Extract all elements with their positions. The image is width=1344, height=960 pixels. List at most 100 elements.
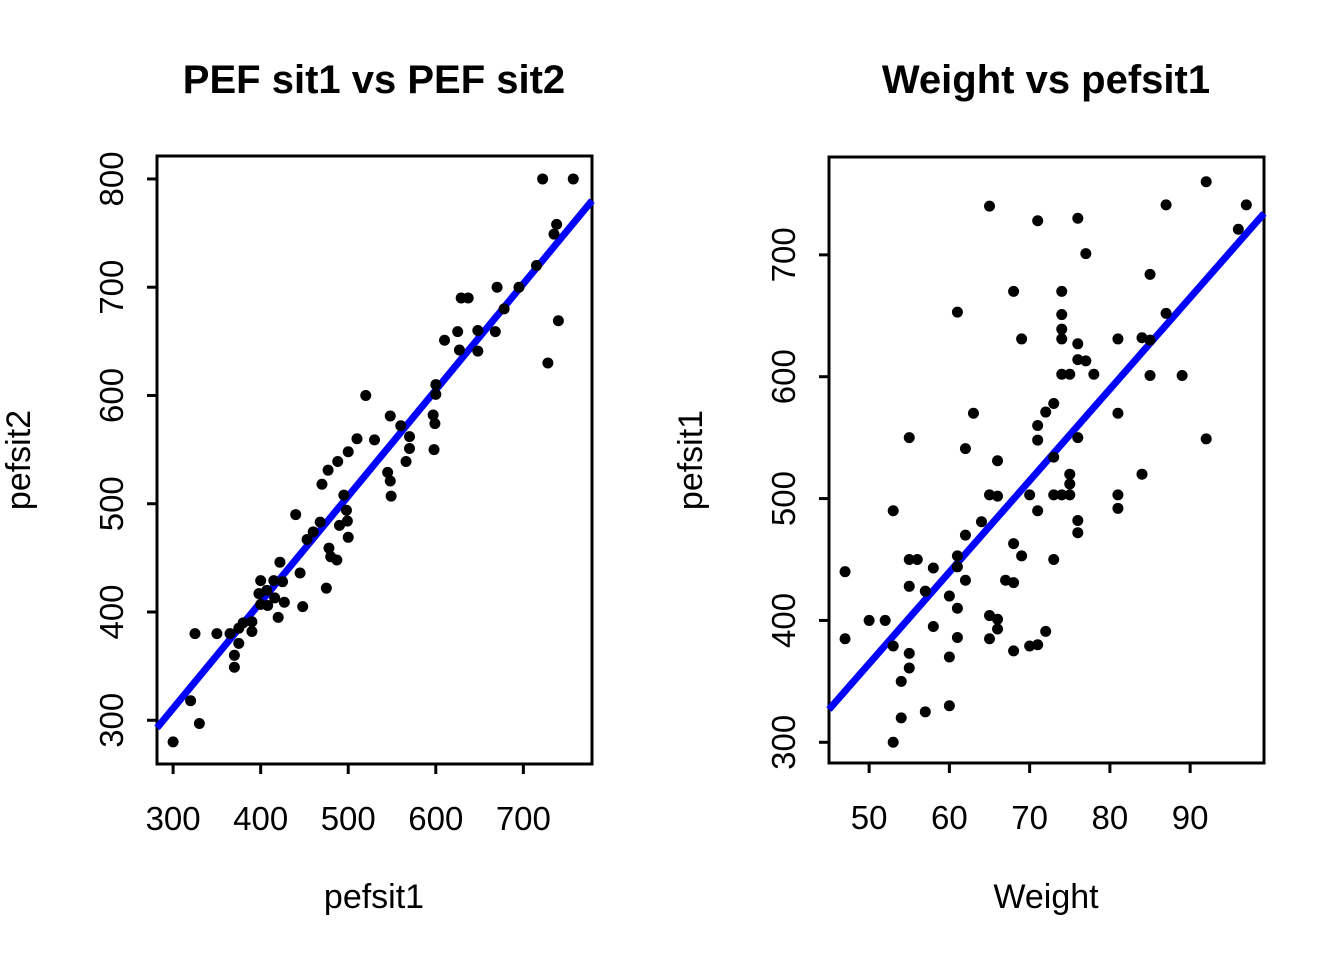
data-point [268, 575, 280, 587]
data-point [341, 515, 353, 527]
data-point [400, 456, 412, 468]
data-point [919, 585, 931, 597]
plot-box [827, 155, 1266, 765]
data-point [498, 303, 510, 315]
data-point [552, 315, 564, 327]
data-point [472, 325, 484, 337]
data-point [1048, 553, 1060, 565]
data-point [1072, 527, 1084, 539]
data-point [903, 647, 915, 659]
data-point [887, 736, 899, 748]
data-point [323, 542, 335, 554]
data-point [927, 562, 939, 574]
data-point [1008, 645, 1020, 657]
data-point [951, 561, 963, 573]
data-point [903, 432, 915, 444]
data-point [277, 576, 289, 588]
data-point [1080, 248, 1092, 260]
data-point [452, 326, 464, 338]
data-point [1032, 215, 1044, 227]
data-point [384, 475, 396, 487]
data-point [429, 418, 441, 430]
data-point [895, 675, 907, 687]
data-point [224, 628, 236, 640]
data-point [992, 613, 1004, 625]
data-point [951, 306, 963, 318]
data-point [1064, 478, 1076, 490]
data-point [1144, 369, 1156, 381]
data-point [1032, 639, 1044, 651]
data-point [992, 623, 1004, 635]
data-point [1088, 368, 1100, 380]
data-point [453, 344, 465, 356]
plot-box [155, 154, 594, 766]
y-tick-label: 500 [765, 471, 802, 526]
data-point [1240, 199, 1252, 211]
data-point [1144, 268, 1156, 280]
data-point [943, 700, 955, 712]
data-point [1056, 489, 1068, 501]
data-point [320, 582, 332, 594]
data-point [919, 706, 931, 718]
data-point [404, 431, 416, 443]
x-tick-label: 600 [408, 800, 463, 837]
data-point [1160, 199, 1172, 211]
data-point [340, 504, 352, 516]
data-point [1056, 368, 1068, 380]
data-point [863, 614, 875, 626]
data-point [211, 628, 223, 640]
data-point [1072, 338, 1084, 350]
data-point [1056, 333, 1068, 345]
data-point [551, 218, 563, 230]
data-point [237, 617, 249, 629]
regression-line [154, 198, 595, 731]
y-tick-label: 500 [93, 476, 130, 531]
data-point [1056, 309, 1068, 321]
data-point [430, 388, 442, 400]
data-point [246, 616, 258, 628]
data-point [959, 443, 971, 455]
data-point [1072, 515, 1084, 527]
x-tick-label: 50 [851, 799, 888, 836]
data-point [193, 718, 205, 730]
data-point [1008, 285, 1020, 297]
plot-area: 300 400 500 600 700 300 400 500 600 700 800 [93, 151, 595, 837]
y-tick-label: 400 [93, 584, 130, 639]
data-point [1016, 333, 1028, 345]
data-point [1032, 434, 1044, 446]
data-point [278, 596, 290, 608]
data-point [314, 516, 326, 528]
data-point [294, 567, 306, 579]
data-point [1024, 489, 1036, 501]
data-point [1008, 577, 1020, 589]
data-point [975, 516, 987, 528]
data-point [903, 580, 915, 592]
data-point [297, 601, 309, 613]
data-point [951, 550, 963, 562]
data-point [927, 621, 939, 633]
data-point [395, 420, 407, 432]
data-point [951, 631, 963, 643]
data-point [342, 446, 354, 458]
data-point [189, 628, 201, 640]
data-point [404, 443, 416, 455]
data-point [322, 464, 334, 476]
data-point [1200, 176, 1212, 188]
data-point [1048, 398, 1060, 410]
data-point [548, 228, 560, 240]
data-point [967, 407, 979, 419]
x-axis-label: Weight [993, 878, 1099, 916]
data-point [228, 661, 240, 673]
data-point [491, 281, 503, 293]
data-point [1064, 489, 1076, 501]
y-tick-label: 800 [93, 151, 130, 206]
data-point [542, 357, 554, 369]
data-point [351, 433, 363, 445]
x-tick-label: 700 [496, 800, 551, 837]
data-point [1144, 334, 1156, 346]
data-point [839, 633, 851, 645]
data-point [272, 611, 284, 623]
data-point [959, 574, 971, 586]
x-tick-label: 70 [1011, 799, 1048, 836]
y-axis-label: pefsit2 [0, 410, 38, 510]
